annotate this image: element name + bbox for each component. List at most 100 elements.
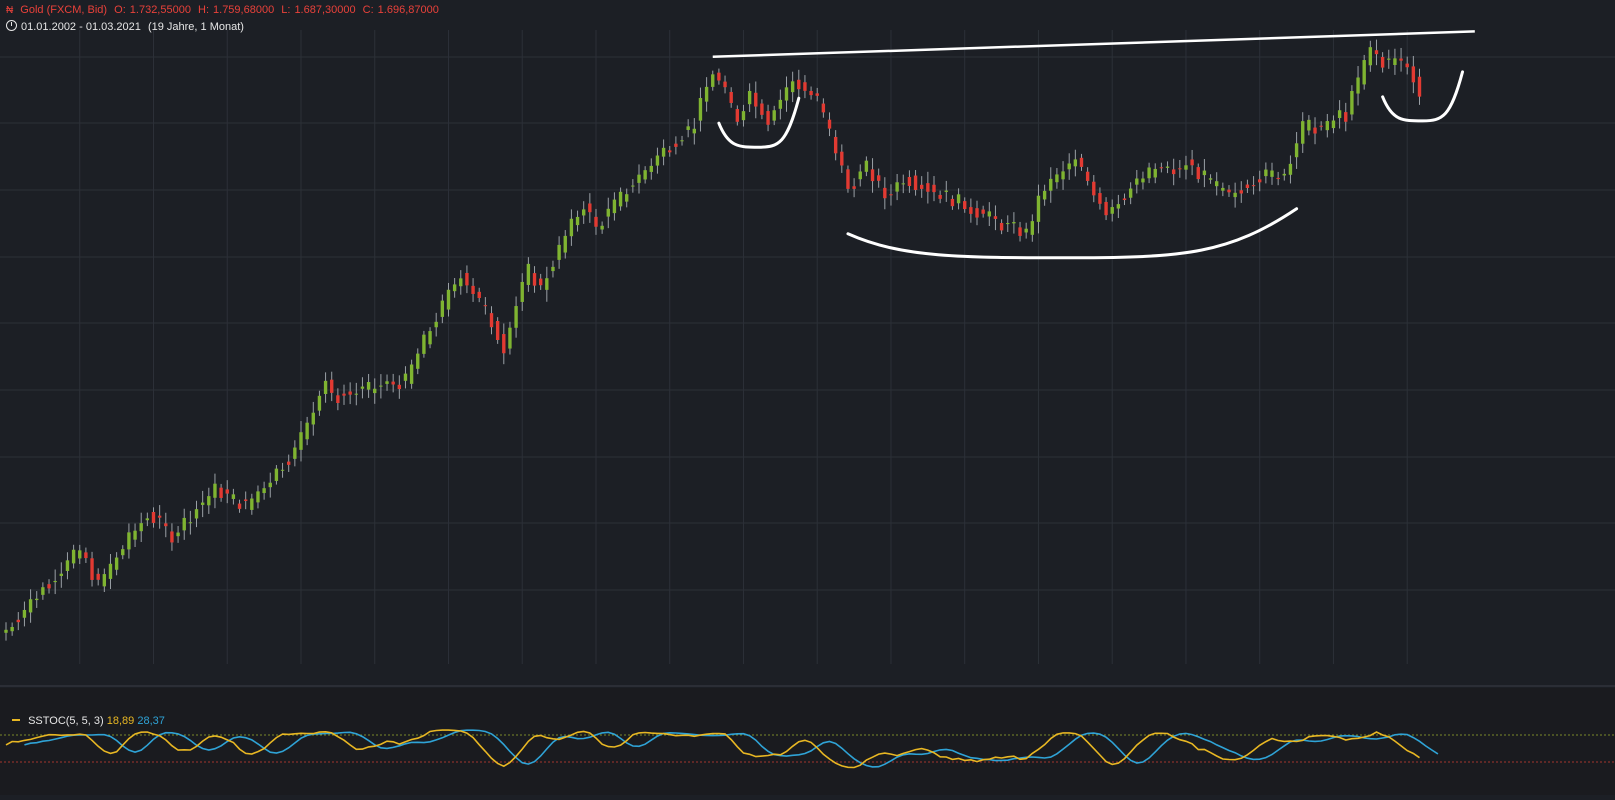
candle-body: [532, 273, 537, 286]
candle-body: [164, 523, 168, 527]
candle-body: [1270, 170, 1274, 177]
candle-body: [127, 532, 131, 550]
candle-body: [1288, 163, 1293, 175]
candle-body: [852, 186, 856, 189]
candle-body: [833, 136, 838, 154]
candle-body: [1104, 201, 1108, 216]
candle-body: [151, 511, 156, 523]
date-span: (19 Jahre, 1 Monat): [147, 21, 244, 33]
candle-body: [1147, 167, 1151, 179]
candle-body: [243, 499, 248, 501]
candle-body: [336, 395, 340, 403]
candle-body: [16, 619, 20, 623]
close-value: 1.696,87000: [377, 4, 439, 16]
candle-body: [1122, 198, 1127, 201]
candle-body: [360, 386, 365, 389]
candle-body: [317, 395, 322, 411]
candle-body: [557, 244, 561, 260]
candle-body: [176, 532, 180, 537]
candle-body: [90, 558, 94, 580]
candle-body: [489, 313, 494, 328]
candle-body: [981, 209, 985, 214]
candle-body: [379, 385, 383, 387]
candle-body: [661, 147, 666, 157]
candle-body: [1018, 227, 1022, 236]
candle-body: [84, 552, 88, 559]
candle-body: [28, 599, 33, 613]
candle-body: [963, 201, 967, 210]
high-label: H:: [198, 4, 210, 16]
stoch-d-line: [24, 729, 1439, 768]
candle-body: [889, 194, 893, 196]
candle-body: [538, 278, 543, 286]
candle-body: [545, 278, 549, 290]
candle-body: [1350, 91, 1354, 115]
open-label: O:: [114, 4, 126, 16]
candle-body: [139, 523, 143, 532]
candle-body: [1085, 171, 1090, 181]
candle-body: [342, 393, 346, 396]
candle-body: [1282, 173, 1286, 176]
candle-body: [975, 208, 979, 218]
candle-body: [200, 502, 205, 505]
candle-body: [631, 185, 635, 187]
candle-body: [1405, 63, 1409, 68]
candle-body: [790, 81, 795, 93]
candle-body: [594, 216, 598, 227]
candle-body: [747, 90, 752, 105]
rounded-bottom-curve-1: [717, 96, 801, 149]
candle-body: [483, 305, 488, 307]
candle-body: [311, 412, 315, 425]
candle-body: [655, 155, 660, 166]
candle-body: [1141, 178, 1145, 183]
candle-body: [1030, 221, 1035, 235]
candle-body: [1245, 184, 1250, 189]
candle-body: [760, 103, 764, 115]
indicator-name: SSTOC(5, 5, 3): [28, 715, 104, 727]
candle-body: [766, 111, 770, 125]
candle-body: [96, 573, 100, 580]
candle-body: [10, 627, 14, 632]
candle-body: [969, 207, 973, 214]
candle-body: [870, 169, 875, 182]
candle-body: [827, 119, 832, 129]
candle-body: [956, 194, 961, 204]
candle-body: [477, 291, 481, 299]
candle-body: [563, 235, 567, 253]
candle-body: [1098, 193, 1102, 204]
candle-body: [65, 560, 70, 571]
candle-body: [225, 489, 229, 494]
candle-body: [1417, 76, 1422, 97]
candle-body: [858, 171, 862, 180]
candle-body: [1307, 119, 1311, 131]
candle-body: [459, 278, 463, 287]
candle-body: [907, 177, 912, 187]
candle-body: [71, 549, 76, 564]
ohlc-header: ₦ Gold (FXCM, Bid) O: 1.732,55000 H: 1.759…: [6, 4, 443, 16]
candle-body: [754, 92, 758, 107]
candle-body: [674, 143, 678, 147]
instrument-icon: ₦: [6, 5, 14, 16]
candle-body: [778, 99, 783, 109]
clock-icon: [6, 20, 17, 31]
candle-body: [950, 198, 955, 207]
candle-body: [348, 391, 352, 395]
candle-body: [1055, 174, 1059, 183]
candle-body: [895, 182, 899, 192]
candle-body: [59, 573, 64, 576]
candle-body: [815, 93, 819, 96]
candle-body: [606, 208, 610, 217]
candle-body: [999, 222, 1004, 231]
candle-body: [926, 183, 930, 192]
candle-body: [821, 103, 826, 113]
candle-body: [274, 468, 279, 481]
candle-body: [47, 584, 51, 589]
candle-body: [1061, 171, 1065, 180]
candle-body: [514, 306, 518, 328]
close-label: C:: [362, 4, 374, 16]
indicator-k-value: 18,89: [106, 715, 135, 727]
candle-body: [1012, 222, 1016, 224]
candle-body: [1319, 125, 1323, 127]
